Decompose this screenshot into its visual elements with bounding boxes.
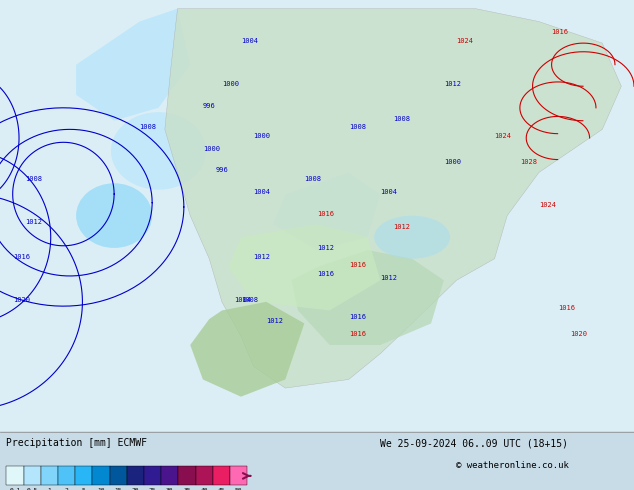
Polygon shape <box>190 302 304 397</box>
Text: 1004: 1004 <box>254 189 271 195</box>
Text: We 25-09-2024 06..09 UTC (18+15): We 25-09-2024 06..09 UTC (18+15) <box>380 438 569 448</box>
Text: 1024: 1024 <box>539 202 556 208</box>
Polygon shape <box>292 250 444 345</box>
Text: 1008: 1008 <box>139 124 157 130</box>
Bar <box>110 466 127 485</box>
Text: 50: 50 <box>235 488 242 490</box>
Text: 1016: 1016 <box>317 271 334 277</box>
Bar <box>213 466 230 485</box>
Polygon shape <box>165 9 621 388</box>
Text: 0.5: 0.5 <box>27 488 38 490</box>
Text: 996: 996 <box>203 103 216 109</box>
Text: 20: 20 <box>132 488 139 490</box>
Text: 1012: 1012 <box>25 219 42 225</box>
Text: 1016: 1016 <box>349 314 366 320</box>
Text: 1000: 1000 <box>444 159 461 165</box>
Text: 45: 45 <box>217 488 225 490</box>
Text: 1016: 1016 <box>349 262 366 269</box>
Text: 1012: 1012 <box>393 223 410 229</box>
Text: 35: 35 <box>183 488 191 490</box>
Text: 1008: 1008 <box>25 176 42 182</box>
Bar <box>23 466 41 485</box>
Polygon shape <box>228 224 380 311</box>
Text: 1008: 1008 <box>349 124 366 130</box>
Bar <box>41 466 58 485</box>
Text: 0.1: 0.1 <box>10 488 20 490</box>
Text: 1020: 1020 <box>13 297 30 303</box>
Text: 5: 5 <box>82 488 86 490</box>
Bar <box>178 466 196 485</box>
Text: 1028: 1028 <box>520 159 537 165</box>
Text: 1004: 1004 <box>241 38 258 44</box>
Text: 1008: 1008 <box>304 176 321 182</box>
Text: 1000: 1000 <box>203 146 220 152</box>
Text: 1016: 1016 <box>558 305 575 312</box>
Text: 2: 2 <box>65 488 68 490</box>
Text: 30: 30 <box>166 488 174 490</box>
Text: 1012: 1012 <box>380 275 398 281</box>
Text: 1008: 1008 <box>241 297 258 303</box>
Bar <box>144 466 161 485</box>
Bar <box>75 466 93 485</box>
Text: 1024: 1024 <box>456 38 474 44</box>
Text: 15: 15 <box>115 488 122 490</box>
Bar <box>93 466 110 485</box>
Text: 1: 1 <box>48 488 51 490</box>
Text: 1004: 1004 <box>380 189 398 195</box>
Text: 1012: 1012 <box>254 254 271 260</box>
Text: 25: 25 <box>149 488 157 490</box>
Bar <box>6 466 23 485</box>
Polygon shape <box>273 172 380 250</box>
Text: 1012: 1012 <box>317 245 334 251</box>
Text: 996: 996 <box>216 168 228 173</box>
Text: 10: 10 <box>97 488 105 490</box>
Text: 1016: 1016 <box>317 211 334 217</box>
Ellipse shape <box>76 183 152 248</box>
Text: 1008: 1008 <box>393 116 410 122</box>
Text: 1024: 1024 <box>495 133 512 139</box>
Bar <box>127 466 144 485</box>
Bar <box>196 466 213 485</box>
Text: 1020: 1020 <box>571 331 588 337</box>
Text: 1000: 1000 <box>222 81 239 87</box>
Text: 1000: 1000 <box>254 133 271 139</box>
Bar <box>230 466 247 485</box>
Text: 1012: 1012 <box>266 318 283 324</box>
Text: 1016: 1016 <box>349 331 366 337</box>
Polygon shape <box>76 9 190 121</box>
Text: 1012: 1012 <box>444 81 461 87</box>
Text: 40: 40 <box>200 488 208 490</box>
Text: 1016: 1016 <box>552 29 569 35</box>
Text: 1016: 1016 <box>13 254 30 260</box>
Ellipse shape <box>111 112 206 190</box>
Text: Precipitation [mm] ECMWF: Precipitation [mm] ECMWF <box>6 438 147 448</box>
Bar <box>161 466 178 485</box>
Text: 1004: 1004 <box>235 297 252 303</box>
Ellipse shape <box>374 216 450 259</box>
Text: © weatheronline.co.uk: © weatheronline.co.uk <box>456 461 569 469</box>
Bar <box>58 466 75 485</box>
